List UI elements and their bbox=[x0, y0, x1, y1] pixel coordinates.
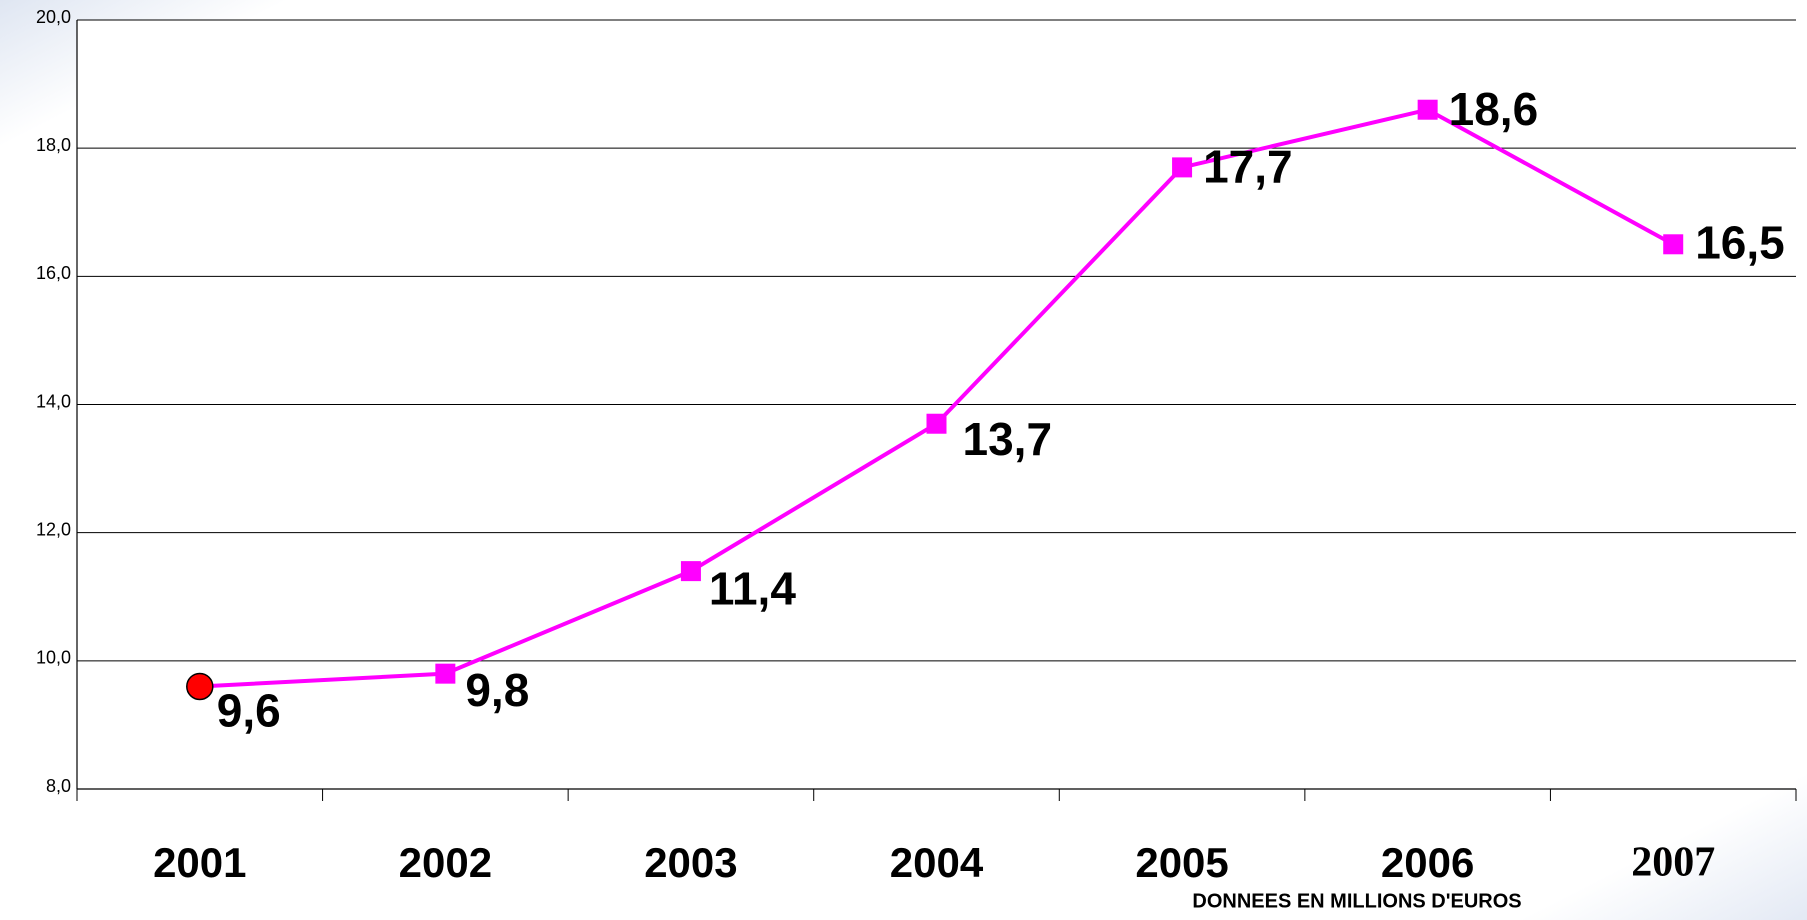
x-tick-label: 2003 bbox=[644, 839, 737, 886]
footnote: DONNEES EN MILLIONS D'EUROS bbox=[1192, 890, 1521, 912]
x-tick-label: 2002 bbox=[399, 839, 492, 886]
x-tick-label: 2006 bbox=[1381, 839, 1474, 886]
data-label: 13,7 bbox=[963, 413, 1053, 465]
data-label: 18,6 bbox=[1449, 83, 1539, 135]
point-marker bbox=[1172, 157, 1192, 177]
data-label: 9,8 bbox=[465, 664, 529, 716]
x-tick-label: 2005 bbox=[1135, 839, 1228, 886]
x-tick-label: 2001 bbox=[153, 839, 246, 886]
y-tick-label: 12,0 bbox=[36, 519, 71, 539]
point-marker bbox=[1418, 100, 1438, 120]
data-label: 17,7 bbox=[1203, 141, 1293, 193]
point-marker bbox=[187, 673, 213, 699]
data-label: 9,6 bbox=[217, 685, 281, 737]
point-marker bbox=[681, 561, 701, 581]
data-label: 11,4 bbox=[709, 562, 796, 614]
y-tick-label: 8,0 bbox=[46, 776, 71, 796]
y-tick-label: 16,0 bbox=[36, 263, 71, 283]
x-tick-label: 2004 bbox=[890, 839, 984, 886]
chart: DONNEES EN MILLIONS D'EUROS 8,0 10,0 12,0 1… bbox=[0, 0, 1807, 920]
x-tick-label: 2007 bbox=[1631, 840, 1715, 886]
data-label: 16,5 bbox=[1695, 216, 1785, 268]
point-marker bbox=[435, 664, 455, 684]
y-tick-label: 14,0 bbox=[36, 391, 71, 411]
y-tick-label: 20,0 bbox=[36, 7, 71, 27]
y-tick-label: 10,0 bbox=[36, 648, 71, 668]
y-tick-label: 18,0 bbox=[36, 135, 71, 155]
point-marker bbox=[1663, 234, 1683, 254]
point-marker bbox=[927, 414, 947, 434]
